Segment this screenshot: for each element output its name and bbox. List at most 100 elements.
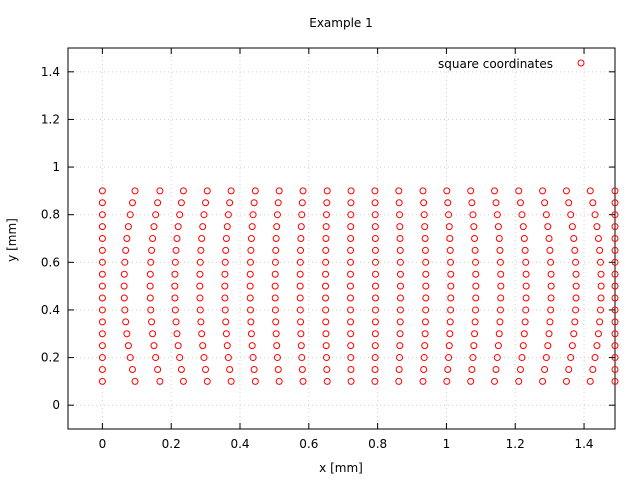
data-point [172, 246, 180, 254]
data-point [371, 223, 379, 231]
data-point [124, 223, 132, 231]
data-point [542, 211, 550, 219]
x-tick-label: 0.8 [368, 437, 387, 451]
data-point [395, 199, 403, 207]
data-point [446, 246, 454, 254]
data-point [611, 330, 619, 338]
data-point [571, 318, 579, 326]
data-point [396, 246, 404, 254]
data-point [396, 354, 404, 362]
x-tick-label: 0.6 [299, 437, 318, 451]
data-point [447, 258, 455, 266]
data-point [371, 258, 379, 266]
data-point [547, 306, 555, 314]
data-point [443, 187, 451, 195]
data-point [371, 211, 379, 219]
data-point [221, 258, 229, 266]
data-point [494, 223, 502, 231]
data-point [121, 306, 129, 314]
data-point [248, 223, 256, 231]
data-point [589, 365, 597, 373]
data-point [492, 365, 500, 373]
data-point [545, 330, 553, 338]
y-tick-label: 0.2 [41, 351, 60, 365]
data-point [156, 187, 164, 195]
data-point [447, 294, 455, 302]
data-point [597, 294, 605, 302]
data-point [611, 199, 619, 207]
data-point [371, 246, 379, 254]
data-point [98, 306, 106, 314]
data-point [271, 282, 279, 290]
data-point [611, 377, 619, 385]
data-point [396, 235, 404, 242]
data-point [247, 235, 255, 242]
data-point [467, 377, 475, 385]
data-point [496, 258, 504, 266]
data-point [396, 223, 404, 231]
data-point [497, 294, 505, 302]
data-point [596, 318, 604, 326]
data-point [347, 354, 355, 362]
data-point [421, 318, 429, 326]
data-point [597, 282, 605, 290]
data-point [593, 223, 601, 231]
data-point [445, 211, 453, 219]
data-point [121, 258, 129, 266]
data-point [471, 318, 479, 326]
data-point [347, 342, 355, 350]
data-point [296, 258, 304, 266]
data-point [371, 187, 379, 195]
data-point [171, 270, 179, 278]
data-point [347, 294, 355, 302]
x-tick-label: 1 [443, 437, 451, 451]
x-axis-title: x [mm] [319, 461, 363, 475]
data-point [98, 270, 106, 278]
data-point [323, 187, 331, 195]
data-point [371, 342, 379, 350]
legend-label: square coordinates [438, 57, 553, 71]
data-point [522, 270, 530, 278]
data-point [203, 187, 211, 195]
data-point [322, 258, 330, 266]
data-point [567, 211, 575, 219]
y-tick-label: 0.4 [41, 303, 60, 317]
data-point [222, 235, 230, 242]
data-point [271, 270, 279, 278]
data-point [347, 199, 355, 207]
data-point [98, 282, 106, 290]
data-point [249, 211, 257, 219]
data-point [611, 235, 619, 242]
data-point [146, 294, 154, 302]
data-point [322, 306, 330, 314]
data-point [249, 354, 257, 362]
data-point [226, 199, 234, 207]
data-point [247, 246, 255, 254]
data-point [221, 294, 229, 302]
data-point [174, 223, 182, 231]
data-point [322, 318, 330, 326]
data-point [98, 235, 106, 242]
data-point [546, 318, 554, 326]
data-point [470, 342, 478, 350]
data-point [491, 377, 499, 385]
data-point [124, 342, 132, 350]
data-point [171, 306, 179, 314]
data-point [147, 306, 155, 314]
data-point [371, 377, 379, 385]
data-point [322, 270, 330, 278]
data-point [396, 330, 404, 338]
data-point [422, 258, 430, 266]
data-point [322, 246, 330, 254]
data-point [347, 211, 355, 219]
data-point [297, 223, 305, 231]
y-axis-title: y [mm] [5, 218, 19, 262]
x-tick-label: 1.2 [506, 437, 525, 451]
data-point [172, 318, 180, 326]
data-point [544, 223, 552, 231]
data-point [227, 187, 235, 195]
data-point [221, 270, 229, 278]
legend-marker [577, 59, 585, 67]
data-point [196, 306, 204, 314]
data-point [299, 187, 307, 195]
